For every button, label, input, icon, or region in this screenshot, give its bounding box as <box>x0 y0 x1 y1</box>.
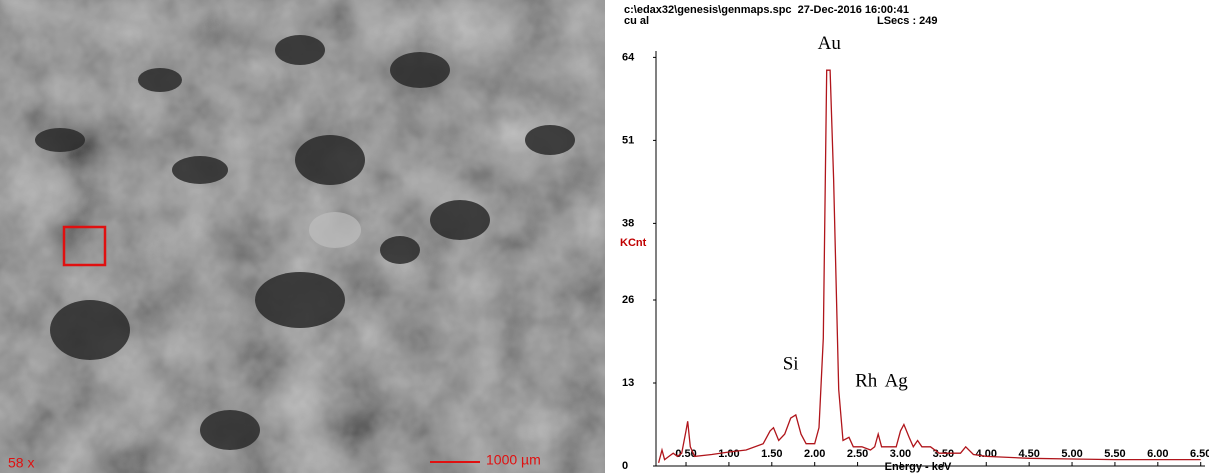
x-tick-label: 3.00 <box>890 448 911 460</box>
x-tick-label: 6.50 <box>1190 448 1209 460</box>
y-tick-label: 64 <box>622 51 635 63</box>
y-axis-label: KCnt <box>620 237 647 249</box>
header-file: c:\edax32\genesis\genmaps.spc 27-Dec-201… <box>624 4 909 16</box>
eds-spectrum: c:\edax32\genesis\genmaps.spc 27-Dec-201… <box>620 4 1209 473</box>
scale-bar-label: 1000 µm <box>486 452 541 468</box>
x-tick-label: 2.00 <box>804 448 825 460</box>
y-tick-label: 13 <box>622 377 634 389</box>
x-tick-label: 4.50 <box>1018 448 1039 460</box>
peak-label: Si <box>783 353 799 374</box>
x-tick-label: 4.00 <box>976 448 997 460</box>
x-tick-label: 1.50 <box>761 448 782 460</box>
y-tick-label: 0 <box>622 460 628 472</box>
x-tick-label: 5.00 <box>1061 448 1082 460</box>
x-tick-label: 1.00 <box>718 448 739 460</box>
x-tick-label: 2.50 <box>847 448 868 460</box>
y-tick-label: 38 <box>622 217 634 229</box>
x-tick-label: 5.50 <box>1104 448 1125 460</box>
header-live-time: LSecs : 249 <box>877 15 938 27</box>
x-axis-label: Energy - keV <box>885 461 952 473</box>
y-tick-label: 26 <box>622 294 634 306</box>
magnification: 58 x <box>8 455 34 471</box>
header-sample: cu al <box>624 15 649 27</box>
peak-label: Au <box>818 33 842 54</box>
x-tick-label: 6.00 <box>1147 448 1168 460</box>
x-tick-label: 0.50 <box>675 448 696 460</box>
x-tick-label: 3.50 <box>933 448 954 460</box>
sem-image: 58 x 1000 µm <box>0 0 605 473</box>
spectrum-line <box>657 69 1201 463</box>
peak-label: Ag <box>885 371 909 392</box>
peak-label: Rh <box>855 371 878 392</box>
y-tick-label: 51 <box>622 134 634 146</box>
